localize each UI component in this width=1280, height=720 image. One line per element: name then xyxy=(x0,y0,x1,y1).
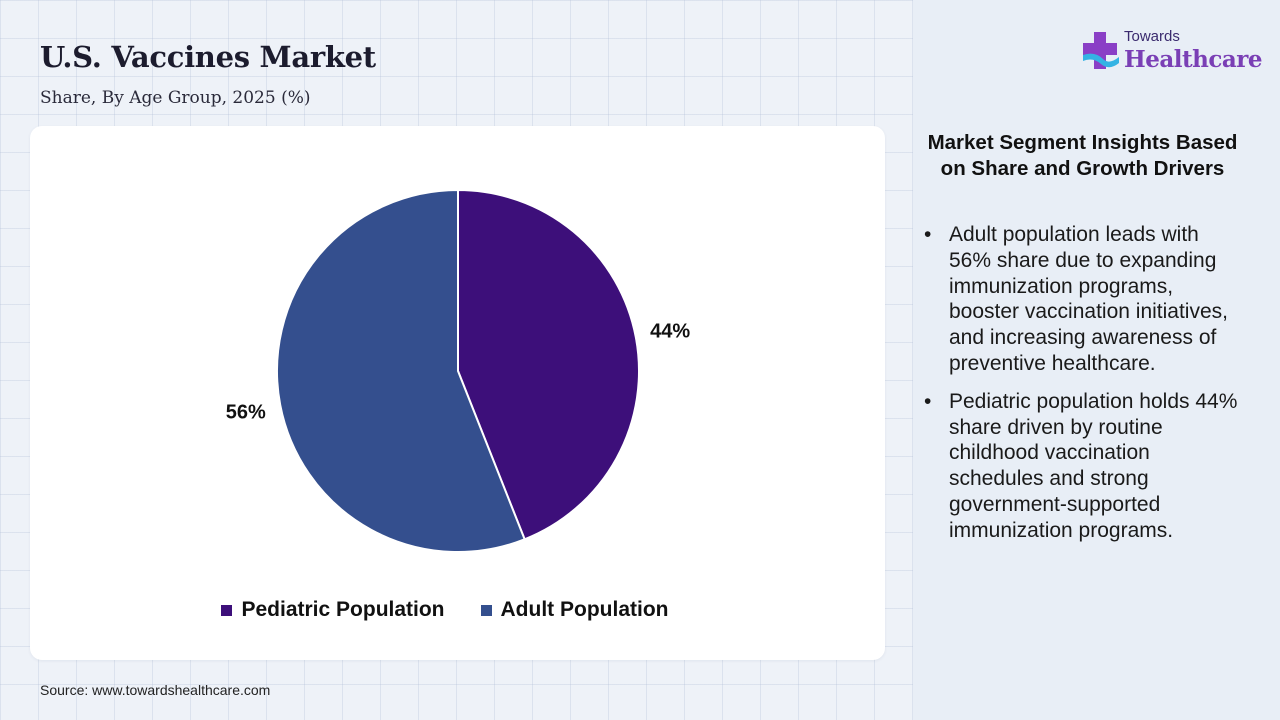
source-note: Source: www.towardshealthcare.com xyxy=(40,682,271,698)
legend-swatch-pediatric xyxy=(221,604,233,616)
chart-card: 44% 56% Pediatric Population Adult Popula… xyxy=(30,126,885,660)
slice-label-adult: 56% xyxy=(226,401,266,423)
brand-logo: Towards Healthcare xyxy=(1081,26,1263,78)
legend-label-adult: Adult Population xyxy=(500,598,669,621)
legend-item-adult: Adult Population xyxy=(480,598,669,622)
bullet-marker: • xyxy=(924,223,932,246)
medical-cross-icon xyxy=(1083,32,1119,69)
chart-subtitle: Share, By Age Group, 2025 (%) xyxy=(40,88,311,108)
insight-item-adult: • Adult population leads with 56% share … xyxy=(924,222,1244,377)
insights-list: • Adult population leads with 56% share … xyxy=(924,222,1244,556)
pie-slice-pediatric xyxy=(457,188,640,541)
legend-item-pediatric: Pediatric Population xyxy=(221,598,445,622)
legend-swatch-adult xyxy=(480,604,492,616)
insights-panel xyxy=(913,0,1280,720)
bullet-marker: • xyxy=(924,389,932,413)
chart-title: U.S. Vaccines Market xyxy=(40,40,376,74)
legend-label-pediatric: Pediatric Population xyxy=(241,598,445,621)
insights-heading: Market Segment Insights Based on Share a… xyxy=(927,131,1238,180)
logo-text-healthcare: Healthcare xyxy=(1124,46,1263,73)
slice-label-pediatric: 44% xyxy=(650,321,690,343)
pie-slice-adult xyxy=(276,188,526,553)
insight-item-pediatric: • Pediatric population holds 44% share d… xyxy=(924,389,1244,544)
chart-legend: Pediatric Population Adult Population xyxy=(30,598,885,622)
logo-text-towards: Towards xyxy=(1124,28,1180,45)
insight-text-pediatric: Pediatric population holds 44% share dri… xyxy=(949,389,1238,542)
pie-chart: 44% 56% xyxy=(226,188,690,553)
insight-text-adult: Adult population leads with 56% share du… xyxy=(949,223,1228,375)
